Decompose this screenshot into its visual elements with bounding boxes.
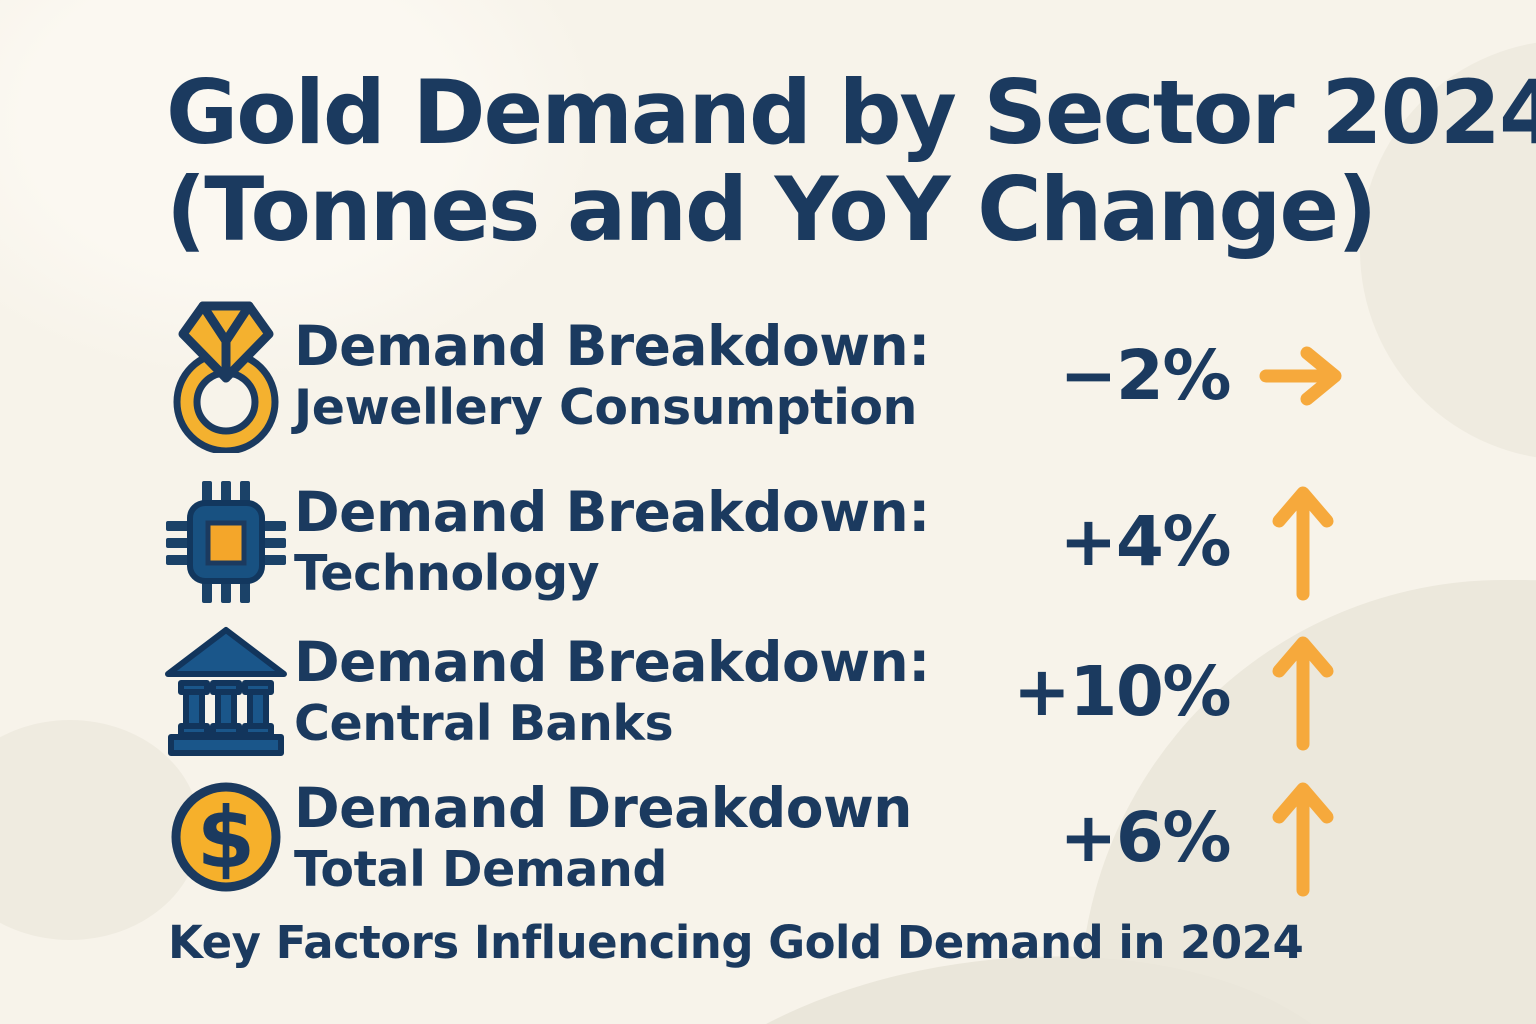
page-title-line1: Gold Demand by Sector 2024 xyxy=(166,61,1536,164)
sector-label-line2: Technology xyxy=(294,545,600,603)
sector-label-line2: Jewellery Consumption xyxy=(294,379,917,437)
svg-text:$: $ xyxy=(197,789,255,887)
page-title: Gold Demand by Sector 2024 (Tonnes and Y… xyxy=(166,64,1536,258)
arrow-right-icon xyxy=(1259,346,1342,406)
sector-label: Demand Dreakdown Total Demand xyxy=(292,776,966,900)
arrow-box xyxy=(1230,633,1376,751)
sector-label-line1: Demand Breakdown: xyxy=(294,314,930,379)
footer-caption: Key Factors Influencing Gold Demand in 2… xyxy=(168,916,1304,969)
sector-row-technology: Demand Breakdown: Technology +4% xyxy=(160,466,1376,618)
dollar-coin-icon: $ xyxy=(171,782,281,892)
sector-row-total-demand: $ Demand Dreakdown Total Demand +6% xyxy=(160,764,1376,912)
arrow-up-icon xyxy=(1272,636,1334,751)
ring-icon xyxy=(173,301,279,453)
sector-label-line1: Demand Breakdown: xyxy=(294,630,930,695)
yoy-change-value: −2% xyxy=(1059,336,1232,416)
sector-label-line1: Demand Dreakdown xyxy=(294,776,912,841)
chip-icon xyxy=(166,481,286,603)
arrow-box xyxy=(1230,344,1376,408)
yoy-change-value: +6% xyxy=(1059,798,1232,878)
arrow-up-icon xyxy=(1272,782,1334,897)
icon-box xyxy=(160,477,292,607)
sector-label: Demand Breakdown: Central Banks xyxy=(292,630,966,754)
sector-label-line2: Total Demand xyxy=(294,841,667,899)
arrow-box xyxy=(1230,483,1376,601)
sector-label-line1: Demand Breakdown: xyxy=(294,480,930,545)
icon-box: $ xyxy=(160,775,292,901)
icon-box xyxy=(160,626,292,758)
arrow-up-icon xyxy=(1272,486,1334,601)
bank-icon xyxy=(165,627,287,756)
yoy-change-value: +10% xyxy=(1013,652,1231,732)
arrow-box xyxy=(1230,779,1376,897)
sector-row-jewellery: Demand Breakdown: Jewellery Consumption … xyxy=(160,296,1376,456)
sector-row-central-banks: Demand Breakdown: Central Banks +10% xyxy=(160,616,1376,768)
sector-label-line2: Central Banks xyxy=(294,695,674,753)
sector-label: Demand Breakdown: Technology xyxy=(292,480,966,604)
sector-label: Demand Breakdown: Jewellery Consumption xyxy=(292,314,966,438)
icon-box xyxy=(160,299,292,453)
page-title-line2: (Tonnes and YoY Change) xyxy=(166,158,1377,261)
yoy-change-value: +4% xyxy=(1059,502,1232,582)
